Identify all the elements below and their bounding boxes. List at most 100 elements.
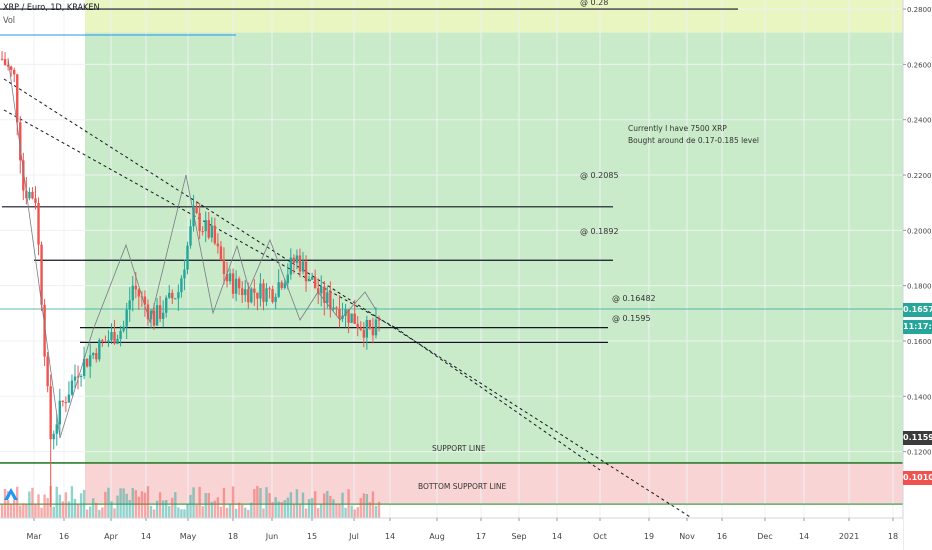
- candle-body: [374, 319, 378, 336]
- level-label: @ 0.28: [580, 0, 608, 7]
- time-tick-label: 17: [476, 532, 486, 541]
- countdown-timer-badge: 11:17:33: [903, 320, 932, 334]
- candle-body: [210, 225, 213, 238]
- candle-body: [22, 160, 25, 191]
- time-tick-label: 16: [59, 532, 69, 541]
- volume-bar: [304, 508, 308, 518]
- volume-bar: [277, 501, 280, 518]
- volume-bar: [98, 509, 101, 518]
- time-tick-label: May: [180, 532, 197, 541]
- candle-body: [131, 285, 134, 301]
- volume-bar: [168, 506, 171, 518]
- price-tick-label: 0.12000: [907, 449, 932, 457]
- candle-body: [320, 286, 323, 294]
- candle-body: [49, 386, 52, 440]
- volume-bar: [116, 495, 119, 518]
- candle-body: [128, 300, 131, 310]
- volume-bar: [265, 487, 268, 518]
- target-zone: [85, 0, 903, 33]
- candle-body: [89, 355, 92, 367]
- volume-bar: [317, 507, 320, 518]
- candle-body: [161, 312, 165, 319]
- volume-bar: [119, 488, 122, 518]
- volume-bar: [73, 498, 77, 518]
- volume-bar: [61, 501, 65, 518]
- candle-body: [70, 380, 74, 395]
- volume-bar: [338, 504, 341, 518]
- candle-body: [92, 352, 95, 356]
- zigzag-line: [7, 57, 377, 439]
- symbol-title[interactable]: XRP / Euro, 1D, KRAKEN: [3, 3, 100, 13]
- candle-body: [82, 358, 86, 377]
- time-tick-label: 19: [644, 532, 654, 541]
- volume-bar: [143, 492, 147, 518]
- candle-body: [283, 283, 286, 289]
- time-tick-label: 14: [799, 532, 809, 541]
- volume-bar: [237, 502, 241, 518]
- tradingview-logo-icon[interactable]: [3, 486, 19, 502]
- candle-body: [253, 288, 256, 293]
- volume-bar: [52, 506, 55, 518]
- volume-bar: [13, 498, 16, 518]
- candle-body: [73, 376, 77, 381]
- volume-bar: [64, 492, 68, 518]
- candle-body: [295, 255, 299, 263]
- volume-bar: [332, 499, 335, 518]
- bottom-support-line-label: BOTTOM SUPPORT LINE: [418, 482, 507, 491]
- volume-bar: [280, 502, 283, 518]
- candle-body: [301, 261, 305, 272]
- volume-bar: [216, 497, 220, 518]
- candle-body: [9, 66, 13, 70]
- candle-body: [67, 394, 71, 403]
- candle-body: [174, 298, 177, 300]
- candle-body: [274, 296, 277, 302]
- candle-body: [34, 198, 37, 203]
- volume-bar: [67, 501, 71, 518]
- volume-label[interactable]: Vol: [3, 16, 16, 26]
- candle-body: [76, 376, 80, 378]
- volume-bar: [183, 509, 186, 518]
- volume-bar: [58, 494, 61, 518]
- level-label: @ 0.16482: [612, 294, 656, 303]
- candle-body: [79, 376, 83, 378]
- candle-body: [222, 259, 226, 274]
- candle-body: [225, 273, 229, 282]
- time-tick-label: Mar: [26, 532, 42, 541]
- candle-body: [280, 282, 283, 289]
- support-zone: [85, 462, 903, 505]
- volume-bar: [37, 494, 40, 518]
- volume-bar: [92, 498, 95, 518]
- volume-bar: [76, 503, 80, 518]
- candle-body: [186, 245, 189, 270]
- volume-bar: [89, 506, 92, 518]
- candle-body: [40, 244, 43, 305]
- candle-body: [250, 288, 253, 303]
- volume-bar: [180, 509, 183, 518]
- volume-bar: [329, 495, 332, 518]
- volume-bar: [186, 504, 189, 518]
- candle-body: [177, 292, 180, 299]
- volume-bar: [3, 488, 7, 518]
- volume-bar: [323, 493, 326, 518]
- candle-body: [152, 310, 156, 326]
- volume-bar: [295, 489, 299, 518]
- support-price-badge: 0.11592: [903, 431, 932, 445]
- volume-bar: [371, 491, 375, 518]
- volume-bar: [213, 500, 217, 518]
- candle-body: [158, 305, 162, 319]
- grid-lines: [0, 0, 903, 518]
- candle-body: [195, 207, 198, 214]
- volume-bar: [301, 492, 305, 518]
- candle-body: [137, 289, 141, 297]
- candle-body: [310, 277, 314, 280]
- time-tick-label: 2021: [839, 532, 859, 541]
- volume-bar: [219, 506, 223, 518]
- volume-bar: [101, 507, 104, 518]
- candle-body: [171, 292, 174, 299]
- volume-bar: [228, 504, 232, 518]
